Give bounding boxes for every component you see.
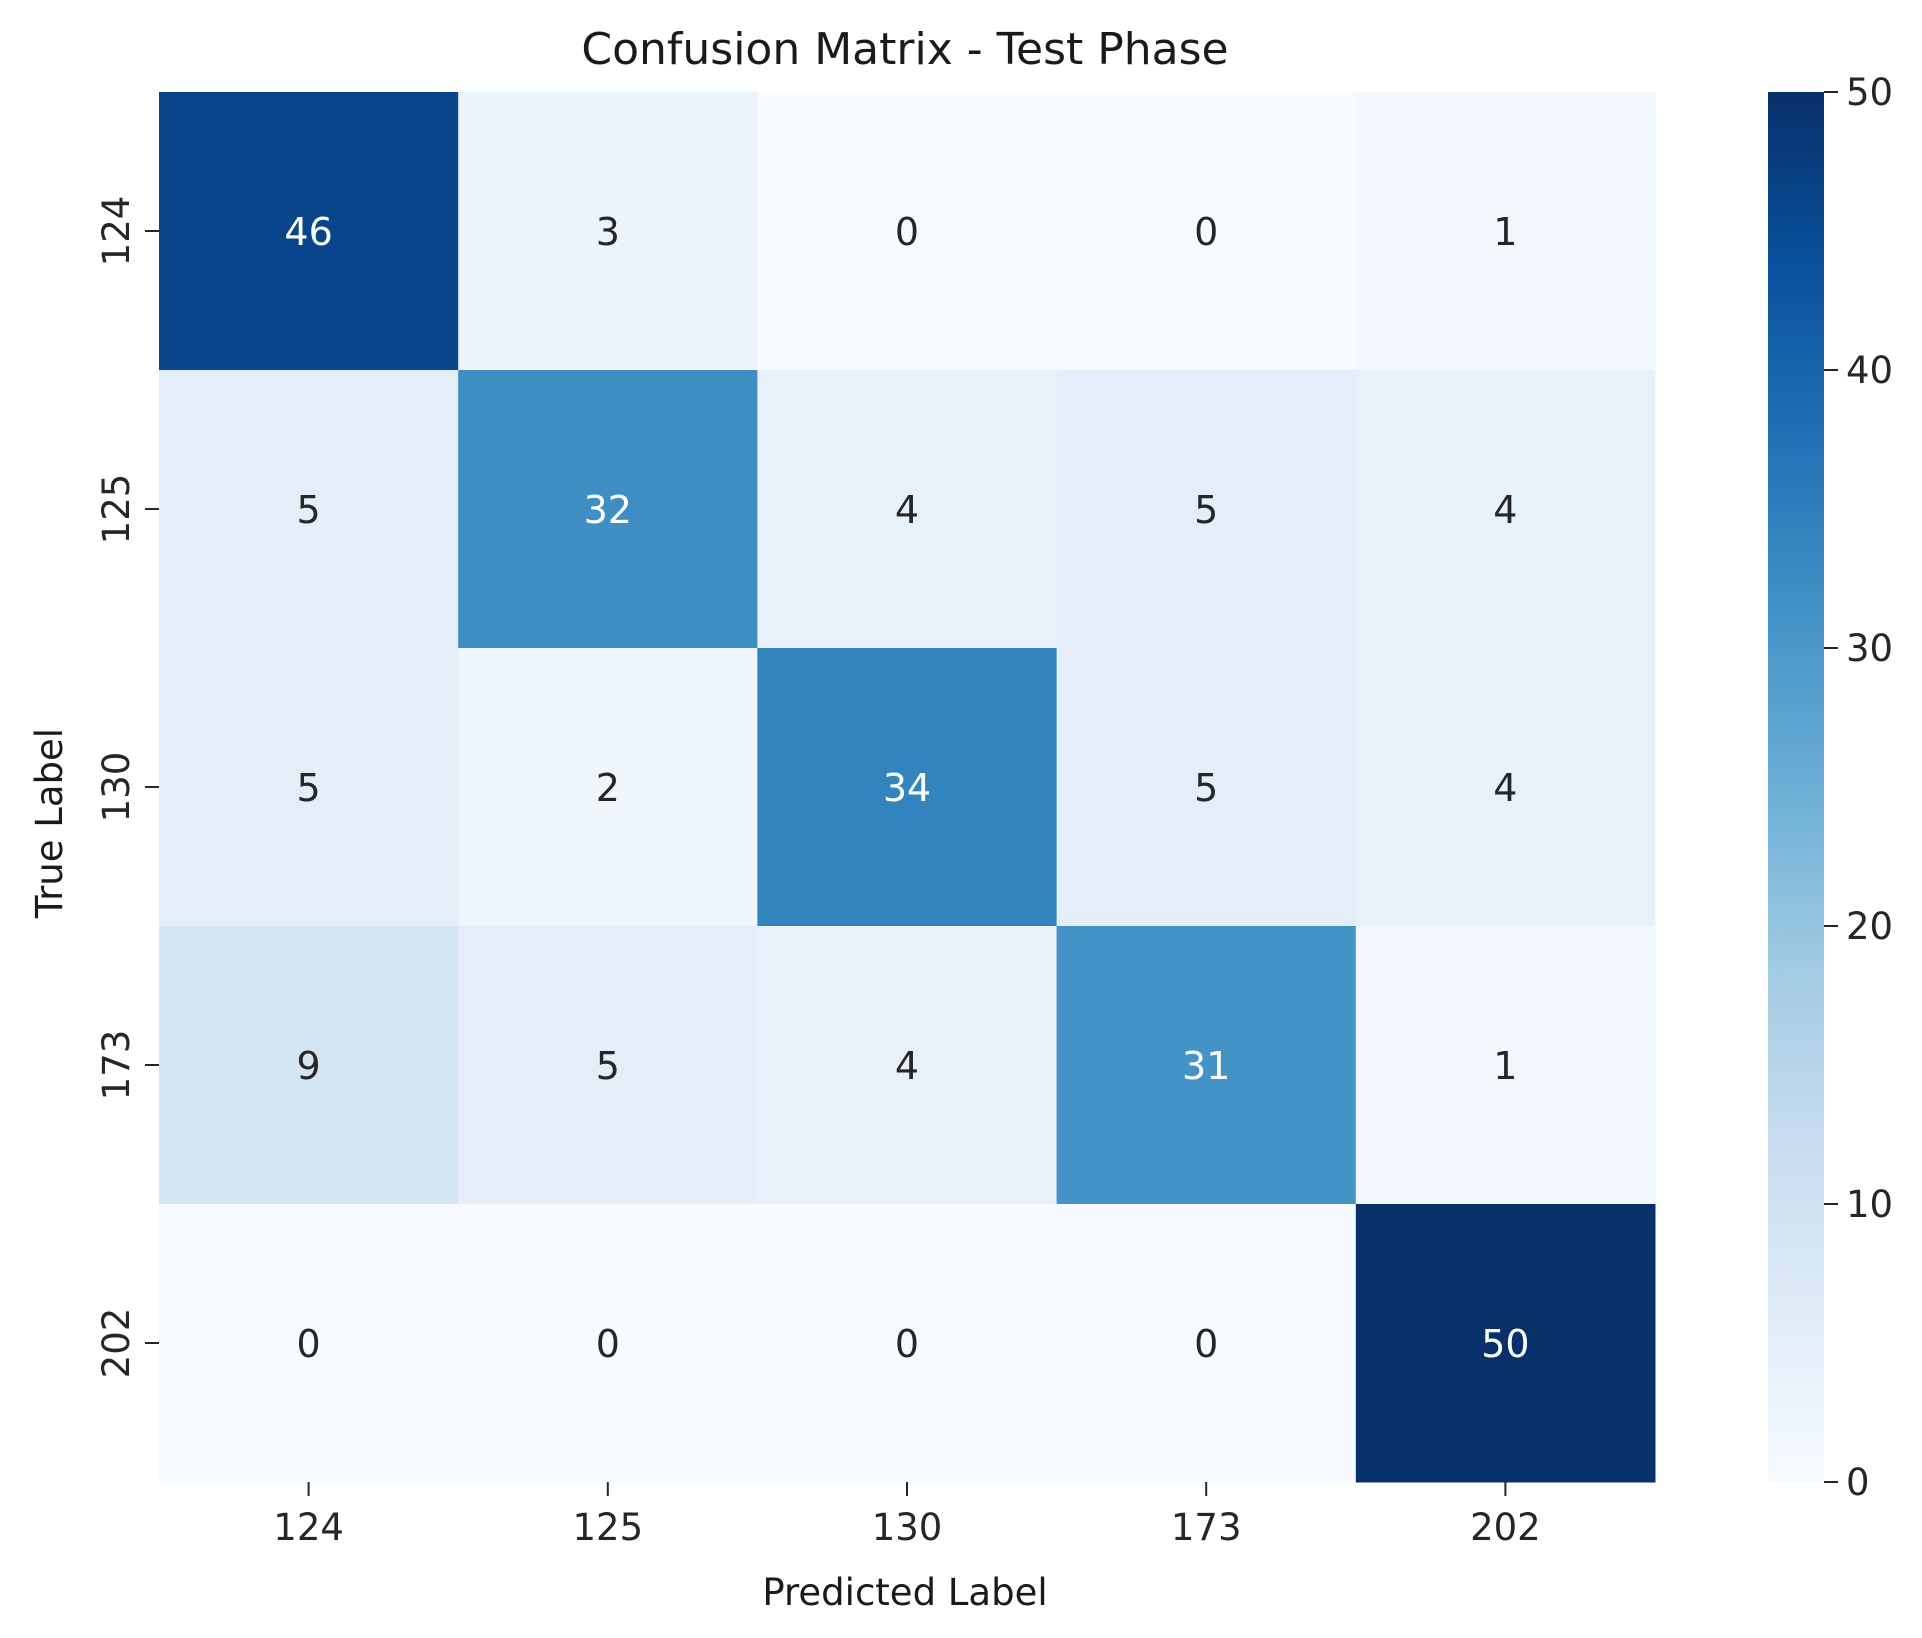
cell-value-label: 4 [1493, 766, 1517, 810]
heatmap-cell [757, 648, 1058, 927]
cell-value-label: 4 [1493, 488, 1517, 532]
y-tick-label: 202 [95, 1308, 138, 1379]
heatmap-cell [159, 1204, 459, 1483]
x-tick-label: 130 [872, 1506, 943, 1549]
x-tick-label: 202 [1470, 1506, 1541, 1549]
heatmap-cell [458, 370, 758, 649]
y-tick-label: 125 [95, 474, 138, 545]
heatmap-cell [458, 92, 758, 371]
heatmap-cell [757, 92, 1058, 371]
heatmap-cell [1355, 926, 1656, 1205]
cell-value-label: 5 [297, 488, 321, 532]
colorbar-tick-label: 0 [1846, 1461, 1870, 1504]
y-tick-label: 130 [95, 752, 138, 823]
colorbar-gradient [1768, 92, 1824, 1482]
cell-value-label: 34 [883, 766, 931, 810]
heatmap-cell [757, 1204, 1058, 1483]
cell-value-label: 5 [297, 766, 321, 810]
heatmap-cell [159, 648, 459, 927]
cell-value-label: 0 [895, 1322, 919, 1366]
cell-value-label: 31 [1182, 1044, 1230, 1088]
cell-value-label: 0 [895, 210, 919, 254]
cell-value-label: 4 [895, 488, 919, 532]
cell-value-label: 5 [596, 1044, 620, 1088]
heatmap-cell [1056, 1204, 1357, 1483]
y-axis-label: True Label [28, 728, 71, 919]
heatmap-cell [159, 370, 459, 649]
heatmap-cell [757, 370, 1058, 649]
cell-value-label: 0 [1194, 1322, 1218, 1366]
chart-title: Confusion Matrix - Test Phase [581, 24, 1228, 75]
cell-value-label: 50 [1481, 1322, 1529, 1366]
heatmap-cell [1355, 92, 1656, 371]
cell-value-label: 46 [284, 210, 332, 254]
cell-value-label: 1 [1493, 1044, 1517, 1088]
x-axis-label: Predicted Label [762, 1571, 1047, 1614]
x-tick-label: 173 [1171, 1506, 1242, 1549]
y-axis: 124 125 130 173 202 [95, 196, 159, 1379]
cell-value-label: 5 [1194, 766, 1218, 810]
heatmap-cell [1056, 648, 1357, 927]
x-tick-label: 124 [273, 1506, 344, 1549]
cell-value-label: 1 [1493, 210, 1517, 254]
x-tick-label: 125 [572, 1506, 643, 1549]
colorbar-tick-label: 50 [1846, 71, 1893, 114]
cell-value-label: 3 [596, 210, 620, 254]
heatmap-cell [1056, 92, 1357, 371]
heatmap-cell [159, 92, 459, 371]
colorbar-tick-label: 10 [1846, 1183, 1893, 1226]
cell-value-label: 0 [1194, 210, 1218, 254]
heatmap-cell [757, 926, 1058, 1205]
heatmap-cell [458, 926, 758, 1205]
colorbar-tick-label: 40 [1846, 349, 1893, 392]
cell-value-label: 0 [596, 1322, 620, 1366]
cell-value-label: 0 [297, 1322, 321, 1366]
heatmap-cell [458, 648, 758, 927]
heatmap-cell [159, 926, 459, 1205]
cell-value-label: 5 [1194, 488, 1218, 532]
heatmap-cell [458, 1204, 758, 1483]
y-tick-label: 124 [95, 196, 138, 267]
cell-value-label: 4 [895, 1044, 919, 1088]
x-axis: 124 125 130 173 202 [273, 1482, 1541, 1549]
cell-value-label: 9 [297, 1044, 321, 1088]
heatmap-cell-labels: 46 3 0 0 1 5 32 4 5 4 5 2 34 5 4 9 5 4 31 1 0 0 0 0 50 [284, 210, 1529, 1366]
y-tick-label: 173 [95, 1030, 138, 1101]
heatmap-cell [1355, 648, 1656, 927]
heatmap-cells [159, 92, 1656, 1483]
colorbar-tick-label: 20 [1846, 905, 1893, 948]
heatmap-cell [1056, 370, 1357, 649]
heatmap-cell [1355, 370, 1656, 649]
colorbar-tick-label: 30 [1846, 627, 1893, 670]
colorbar: 0 10 20 30 40 50 [1768, 71, 1893, 1504]
heatmap-cell [1355, 1204, 1656, 1483]
cell-value-label: 32 [584, 488, 632, 532]
heatmap-cell [1056, 926, 1357, 1205]
cell-value-label: 2 [596, 766, 620, 810]
